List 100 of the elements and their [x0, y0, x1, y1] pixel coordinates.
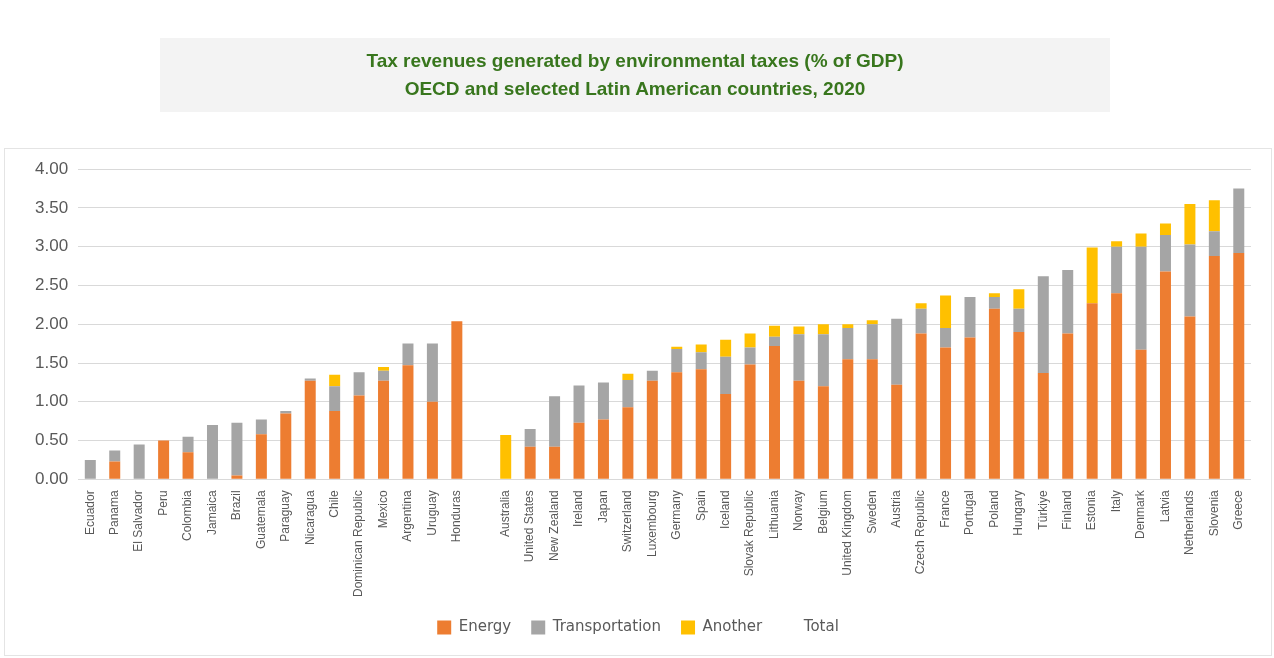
bar — [84, 459, 96, 479]
x-tick-label: Ecuador — [82, 490, 97, 535]
x-tick-label: Guatemala — [253, 489, 268, 549]
bar — [231, 422, 243, 476]
bar — [622, 407, 634, 479]
bar — [842, 324, 854, 329]
x-tick-label: Switzerland — [620, 490, 635, 553]
x-tick-label: France — [937, 489, 952, 528]
bar — [769, 325, 780, 337]
bar — [573, 385, 585, 423]
bar — [842, 359, 854, 479]
bar — [1111, 293, 1123, 479]
bar — [182, 436, 194, 453]
x-tick-label: Austria — [888, 489, 903, 528]
x-tick-label: Argentina — [400, 489, 415, 542]
bar — [402, 365, 414, 479]
x-tick-label: El Salvador — [131, 490, 146, 552]
x-tick-label: Sweden — [864, 490, 879, 534]
bar — [524, 428, 536, 447]
x-tick-label: Dominican Republic — [351, 490, 366, 597]
bar — [1159, 223, 1171, 236]
x-tick-label: Latvia — [1157, 489, 1172, 523]
bar — [940, 295, 952, 329]
x-tick-label: Brazil — [229, 490, 244, 521]
bar — [695, 344, 707, 353]
bar — [1013, 308, 1025, 332]
bar — [817, 386, 829, 479]
bar — [817, 334, 829, 387]
bar — [426, 343, 438, 402]
bar — [378, 370, 390, 381]
bar — [817, 324, 829, 335]
bar — [744, 364, 756, 479]
bar — [304, 380, 316, 479]
y-tick-label: 4.00 — [34, 158, 69, 178]
bar — [255, 419, 267, 435]
x-tick-label: Australia — [498, 489, 513, 537]
x-tick-label: Estonia — [1084, 489, 1099, 531]
bar — [1111, 246, 1123, 294]
bar — [744, 347, 756, 365]
bar — [1233, 188, 1245, 253]
bar — [866, 324, 878, 360]
bar — [866, 359, 878, 479]
bar — [769, 345, 780, 479]
x-tick-label: Finland — [1060, 490, 1075, 530]
bar — [671, 349, 683, 373]
bar — [231, 475, 243, 479]
bar — [549, 396, 561, 447]
x-tick-label: Portugal — [962, 490, 977, 535]
bar — [1135, 349, 1147, 479]
bar — [451, 321, 463, 479]
bar — [695, 352, 707, 370]
y-tick-label: 3.50 — [34, 197, 69, 217]
x-tick-label: Ireland — [571, 490, 586, 527]
bar — [378, 366, 390, 371]
bar — [158, 440, 170, 479]
bar — [695, 369, 707, 479]
bar — [1135, 233, 1147, 247]
bar — [109, 461, 121, 479]
bar — [280, 413, 292, 479]
x-tick-label: New Zealand — [546, 490, 561, 561]
x-tick-label: Poland — [986, 490, 1001, 528]
x-tick-label: Japan — [595, 490, 610, 523]
x-tick-label: Lithuania — [766, 489, 781, 539]
bar — [1184, 316, 1196, 479]
bar — [402, 343, 414, 366]
legend-label: Energy — [458, 617, 512, 636]
bar — [1037, 276, 1049, 374]
bar — [988, 297, 1000, 309]
y-tick-label: 2.00 — [34, 313, 69, 333]
bar — [622, 373, 634, 381]
bar — [769, 336, 780, 346]
x-tick-label: Slovenia — [1206, 489, 1221, 537]
x-tick-label: Czech Republic — [913, 490, 928, 575]
x-tick-label: Honduras — [449, 490, 464, 543]
bar — [500, 435, 512, 479]
bar — [1111, 241, 1123, 247]
x-tick-label: Panama — [107, 489, 122, 535]
x-tick-label: Luxembourg — [644, 490, 659, 557]
bar — [1062, 269, 1074, 334]
bar — [353, 395, 365, 479]
bar — [133, 444, 145, 479]
bar — [915, 303, 927, 309]
bar — [597, 382, 609, 420]
bar — [1208, 200, 1220, 232]
bar — [1062, 333, 1074, 479]
bar — [842, 328, 854, 360]
x-tick-label: Chile — [326, 489, 341, 518]
x-tick-label: Norway — [791, 490, 806, 531]
x-tick-label: Greece — [1231, 489, 1246, 530]
x-tick-label: Uruguay — [424, 490, 439, 536]
chart-subtitle: OECD and selected Latin American countries, 2020 — [403, 77, 867, 101]
bar — [1135, 246, 1147, 350]
bar — [940, 347, 952, 479]
x-tick-label: Germany — [669, 490, 684, 540]
bar — [988, 293, 1000, 298]
x-tick-label: Spain — [693, 490, 708, 521]
bar — [793, 326, 805, 335]
bar — [720, 339, 732, 357]
x-tick-label: Jamaica — [204, 489, 219, 535]
bar — [646, 380, 658, 479]
